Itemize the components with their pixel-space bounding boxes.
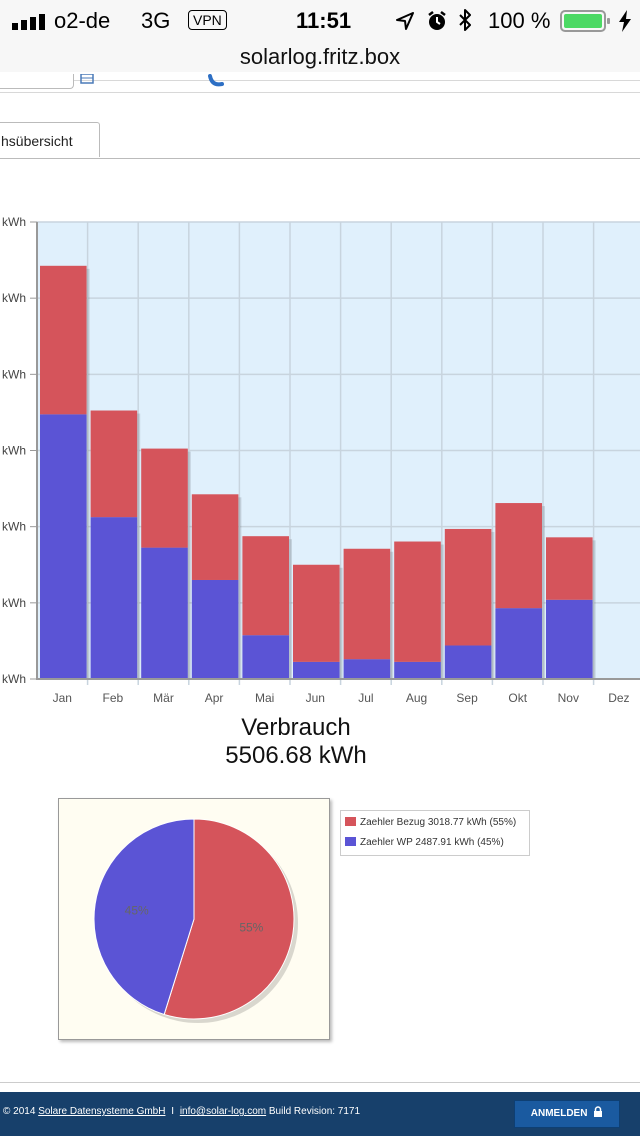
network-type: 3G (141, 8, 171, 33)
pie-percent-label: 55% (239, 921, 263, 935)
bar-segment-wp (90, 517, 138, 679)
tab-monatsuebersicht[interactable]: hsübersicht (0, 122, 100, 157)
battery-icon (560, 10, 610, 32)
bar-segment-bezug (546, 537, 593, 600)
y-tick-label: kWh (2, 367, 26, 381)
pie-slice (93, 818, 195, 1016)
y-tick-label: kWh (2, 596, 26, 610)
bar-segment-wp (293, 661, 340, 679)
bar-segment-bezug (141, 448, 188, 548)
bar-segment-bezug (394, 541, 441, 662)
y-tick-label: kWh (2, 291, 26, 305)
consumption-pie-chart: 55% 45% (93, 818, 298, 1023)
legend-label-bezug: Zaehler Bezug 3018.77 kWh (55%) (360, 817, 517, 828)
toolbar-divider (0, 92, 640, 93)
pie-title: Verbrauch (241, 714, 351, 741)
bar-segment-wp (394, 661, 441, 679)
calendar-icon[interactable] (80, 74, 94, 84)
bar-segment-wp (495, 608, 542, 679)
bar-segment-bezug (495, 503, 542, 609)
url-text[interactable]: solarlog.fritz.box (239, 44, 401, 69)
pie-chart-box: 55% 45% (58, 798, 330, 1040)
y-tick-label: kWh (2, 444, 26, 458)
lock-icon (594, 1106, 603, 1117)
tab-bar: hsübersicht (0, 120, 640, 159)
build-revision: Build Revision: 7171 (268, 1106, 361, 1117)
consumption-total: 5506.68 kWh (225, 742, 367, 769)
x-tick-label: Apr (205, 691, 224, 705)
login-label: ANMELDEN (530, 1108, 588, 1119)
battery-percent: 100 % (488, 8, 551, 33)
pie-slice (163, 818, 295, 1020)
email-link[interactable]: info@solar-log.com (179, 1106, 267, 1117)
y-tick-label: kWh (2, 215, 26, 229)
monthly-bar-chart: kWh kWh kWh kWh kWh kWh kWh Jan Feb Mär Apr Mai Jun… (2, 215, 640, 705)
x-tick-label: Jul (358, 691, 373, 705)
footer-divider (0, 1082, 640, 1083)
bar-segment-wp (40, 414, 87, 679)
bar-segment-wp (242, 635, 289, 679)
refresh-icon[interactable] (208, 74, 226, 88)
bar-segment-wp (444, 645, 492, 679)
login-button[interactable]: ANMELDEN (514, 1100, 620, 1128)
y-tick-label: kWh (2, 520, 26, 534)
bar-segment-wp (343, 659, 391, 679)
legend-item-wp: Zaehler WP 2487.91 kWh (45%) (341, 833, 529, 853)
status-bar: o2-de 3G VPN 11:51 100 % (0, 0, 640, 44)
x-tick-label: Feb (103, 691, 124, 705)
x-tick-label: Dez (608, 691, 629, 705)
bar-segment-wp (191, 579, 239, 679)
footer: © 2014 Solare Datensysteme GmbH I info@s… (0, 1092, 640, 1136)
x-tick-label: Mai (255, 691, 274, 705)
clock: 11:51 (296, 8, 352, 33)
bar-segment-bezug (343, 548, 391, 660)
y-tick-label: kWh (2, 672, 26, 686)
bar-segment-bezug (90, 410, 138, 518)
x-tick-label: Okt (508, 691, 527, 705)
bar-segment-bezug (40, 265, 87, 415)
vpn-badge: VPN (188, 10, 227, 30)
bar-segment-wp (546, 599, 593, 679)
bar-segment-bezug (293, 564, 340, 662)
bar-segment-wp (141, 547, 188, 679)
carrier-label: o2-de (54, 8, 111, 33)
pie-legend: Zaehler Bezug 3018.77 kWh (55%) Zaehler … (340, 810, 530, 856)
legend-swatch-wp (345, 837, 356, 846)
location-arrow-icon (396, 12, 414, 30)
bar-segment-bezug (191, 494, 239, 580)
bluetooth-icon (459, 9, 471, 31)
alarm-clock-icon (428, 11, 446, 30)
charging-bolt-icon (619, 10, 631, 32)
bar-segment-bezug (444, 528, 492, 646)
footer-text: © 2014 Solare Datensysteme GmbH I info@s… (3, 1106, 360, 1117)
signal-icon (12, 14, 45, 30)
legend-item-bezug: Zaehler Bezug 3018.77 kWh (55%) (341, 813, 529, 833)
x-tick-label: Jun (306, 691, 325, 705)
footer-separator: I (171, 1106, 175, 1117)
x-tick-label: Jan (53, 691, 72, 705)
legend-label-wp: Zaehler WP 2487.91 kWh (45%) (360, 837, 504, 848)
page-toolbar (0, 72, 640, 120)
date-input-fragment[interactable] (0, 74, 74, 89)
company-link[interactable]: Solare Datensysteme GmbH (38, 1106, 166, 1117)
x-tick-label: Nov (558, 691, 579, 705)
x-tick-label: Mär (153, 691, 174, 705)
copyright: © 2014 (3, 1106, 36, 1117)
toolbar-divider (0, 80, 640, 81)
bar-segment-bezug (242, 536, 289, 636)
x-tick-label: Sep (456, 691, 478, 705)
consumption-summary: Verbrauch 5506.68 kWh (160, 714, 432, 770)
url-bar[interactable]: solarlog.fritz.box (0, 44, 640, 72)
legend-swatch-bezug (345, 817, 356, 826)
x-tick-label: Aug (406, 691, 427, 705)
pie-percent-label: 45% (125, 903, 149, 917)
